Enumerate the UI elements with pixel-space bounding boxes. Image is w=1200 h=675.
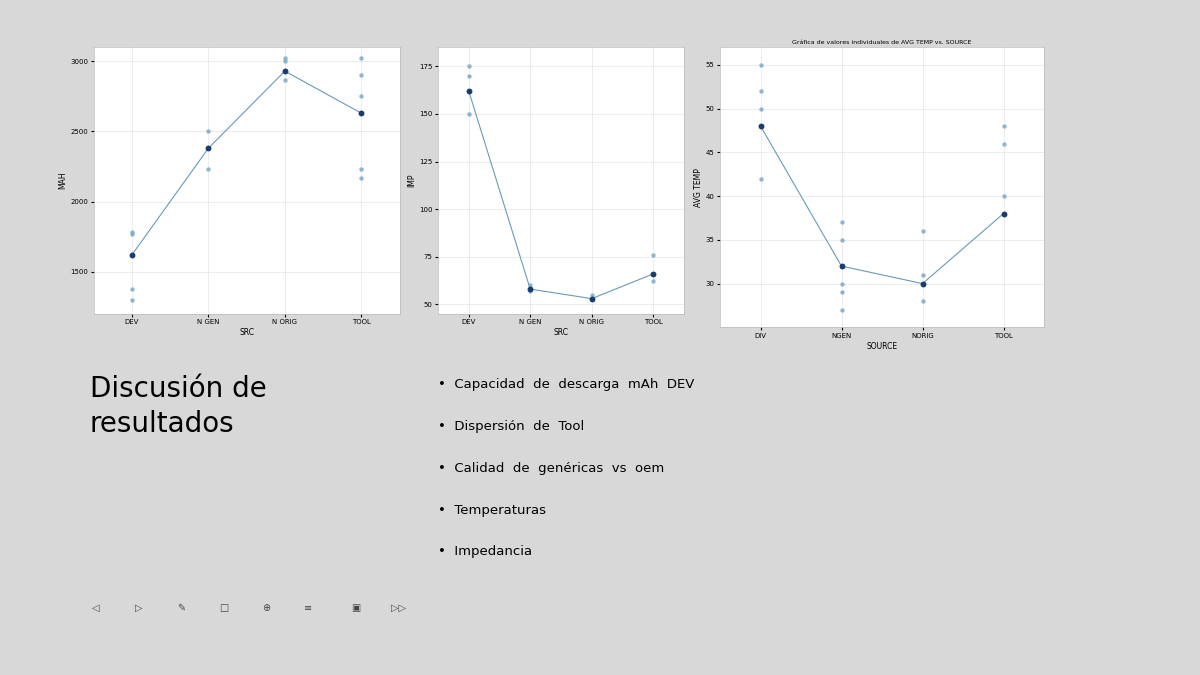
Point bbox=[122, 228, 142, 240]
X-axis label: SOURCE: SOURCE bbox=[866, 342, 898, 351]
Point bbox=[352, 172, 371, 183]
Text: ≡: ≡ bbox=[305, 603, 312, 613]
Text: •  Dispersión  de  Tool: • Dispersión de Tool bbox=[438, 420, 584, 433]
Point bbox=[994, 190, 1013, 201]
Y-axis label: MAH: MAH bbox=[59, 171, 67, 190]
Point bbox=[832, 278, 851, 289]
Point bbox=[582, 290, 601, 300]
Point bbox=[275, 56, 294, 67]
Point bbox=[751, 86, 770, 97]
Point bbox=[913, 225, 932, 236]
Point bbox=[122, 294, 142, 305]
Point bbox=[275, 74, 294, 85]
Point bbox=[521, 286, 540, 296]
Text: ⊕: ⊕ bbox=[262, 603, 270, 613]
Point bbox=[751, 173, 770, 184]
Text: •  Capacidad  de  descarga  mAh  DEV: • Capacidad de descarga mAh DEV bbox=[438, 378, 695, 391]
Text: Discusión de
resultados: Discusión de resultados bbox=[90, 375, 266, 438]
Y-axis label: AVG TEMP: AVG TEMP bbox=[694, 168, 703, 207]
Point bbox=[460, 70, 479, 81]
Point bbox=[352, 164, 371, 175]
Point bbox=[460, 61, 479, 72]
Point bbox=[751, 103, 770, 114]
Text: ✎: ✎ bbox=[176, 603, 185, 613]
Point bbox=[913, 296, 932, 306]
Point bbox=[994, 121, 1013, 132]
Point bbox=[582, 293, 601, 304]
Point bbox=[275, 53, 294, 64]
Point bbox=[832, 287, 851, 298]
Point bbox=[751, 121, 770, 132]
Point bbox=[521, 280, 540, 291]
Text: ▷▷: ▷▷ bbox=[391, 603, 406, 613]
Point bbox=[352, 53, 371, 64]
Point bbox=[352, 70, 371, 81]
Point bbox=[832, 217, 851, 227]
Point bbox=[460, 109, 479, 119]
Point bbox=[994, 208, 1013, 219]
Text: •  Calidad  de  genéricas  vs  oem: • Calidad de genéricas vs oem bbox=[438, 462, 665, 475]
Point bbox=[643, 250, 662, 261]
Text: ▷: ▷ bbox=[134, 603, 143, 613]
X-axis label: SRC: SRC bbox=[239, 328, 254, 338]
Y-axis label: IMP: IMP bbox=[407, 174, 416, 188]
Point bbox=[460, 86, 479, 97]
Point bbox=[352, 91, 371, 102]
Point bbox=[199, 126, 218, 137]
Point bbox=[122, 227, 142, 238]
Point bbox=[275, 65, 294, 76]
Point bbox=[352, 108, 371, 119]
Point bbox=[199, 143, 218, 154]
Text: •  Temperaturas: • Temperaturas bbox=[438, 504, 546, 516]
Point bbox=[521, 284, 540, 294]
Point bbox=[122, 284, 142, 294]
Point bbox=[751, 59, 770, 70]
Point bbox=[199, 164, 218, 175]
Point bbox=[994, 208, 1013, 219]
Title: Gráfica de valores individuales de AVG TEMP vs. SOURCE: Gráfica de valores individuales de AVG T… bbox=[792, 40, 972, 45]
X-axis label: SRC: SRC bbox=[553, 328, 569, 338]
Point bbox=[913, 278, 932, 289]
Point bbox=[122, 250, 142, 261]
Point bbox=[832, 261, 851, 271]
Text: □: □ bbox=[218, 603, 228, 613]
Text: •  Impedancia: • Impedancia bbox=[438, 545, 532, 558]
Point bbox=[832, 234, 851, 245]
Point bbox=[643, 276, 662, 287]
Point bbox=[994, 138, 1013, 149]
Text: ▣: ▣ bbox=[352, 603, 361, 613]
Point bbox=[832, 304, 851, 315]
Point bbox=[643, 269, 662, 279]
Point bbox=[913, 269, 932, 280]
Text: ◁: ◁ bbox=[92, 603, 100, 613]
Point bbox=[582, 293, 601, 304]
